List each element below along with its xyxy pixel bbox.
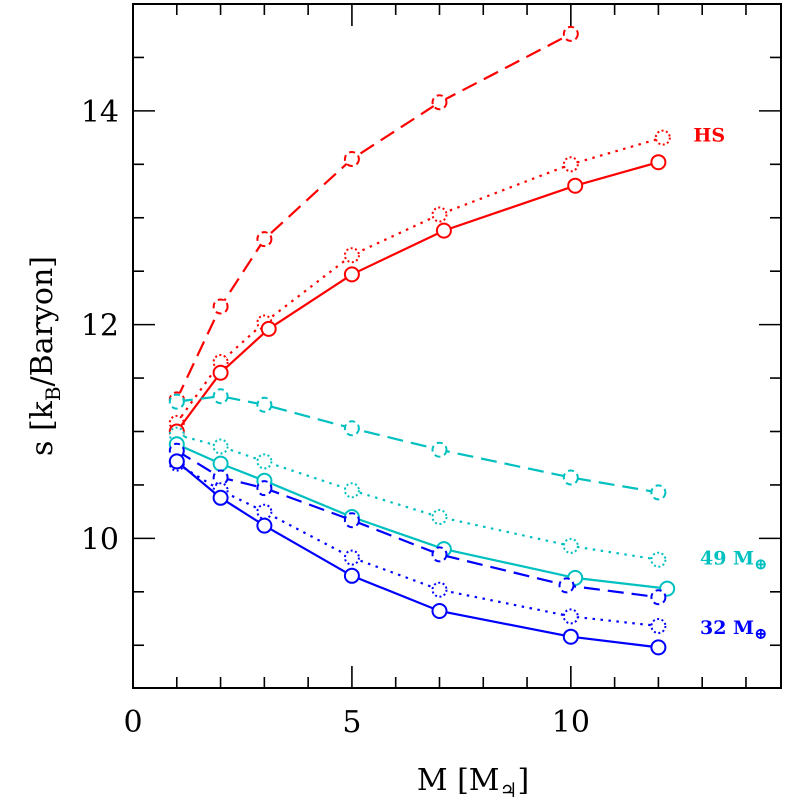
series-cyan-solid — [168, 436, 676, 597]
series-line-red-solid — [175, 161, 659, 433]
data-point — [343, 482, 360, 499]
data-point — [168, 393, 185, 410]
data-point — [431, 94, 448, 111]
annotation-text: HS — [693, 124, 725, 146]
series-blue-dashed — [168, 442, 667, 606]
series-line-red-dotted — [175, 136, 664, 424]
annotation-hs: HS — [693, 124, 725, 146]
series-red-dashed — [168, 25, 579, 408]
data-point — [431, 603, 448, 619]
data-point — [562, 25, 579, 42]
axis-ticks — [132, 3, 781, 688]
data-point — [650, 154, 667, 171]
data-point — [431, 206, 448, 223]
data-point — [256, 480, 273, 497]
annotation-text: 49 M — [700, 548, 754, 570]
data-point — [343, 266, 360, 283]
annotation-subscript: ⊕ — [754, 624, 767, 643]
data-point — [212, 364, 229, 381]
x-axis-label-main: M [M — [417, 763, 500, 798]
x-axis-label-tail: ] — [517, 763, 529, 798]
data-point — [256, 231, 273, 248]
data-point — [431, 509, 448, 525]
data-point — [558, 577, 575, 594]
series-line-red-dashed — [175, 32, 572, 400]
x-axis-label-subscript: ♃ — [500, 778, 518, 802]
y-tick-label: 14 — [81, 95, 119, 130]
y-axis-label: s [kB/Baryon] — [25, 256, 65, 456]
data-point — [650, 484, 667, 501]
series-blue-solid — [168, 453, 667, 656]
data-point — [650, 618, 667, 634]
series-cyan-dotted — [168, 426, 667, 568]
y-axis-label-tail: /Baryon] — [25, 256, 60, 386]
series-line-blue-dashed — [176, 449, 659, 599]
data-point — [343, 420, 360, 437]
series-red-dotted — [168, 129, 671, 431]
data-point — [654, 129, 671, 146]
data-point — [256, 396, 273, 413]
data-point — [256, 517, 273, 534]
plot-frame — [132, 3, 782, 689]
data-point — [212, 489, 229, 506]
data-point — [431, 546, 448, 563]
data-point — [343, 549, 360, 566]
y-tick-label: 12 — [81, 309, 119, 344]
data-point — [168, 453, 185, 470]
data-point — [562, 537, 579, 554]
y-tick-label: 10 — [81, 522, 119, 557]
series-line-cyan-dashed — [176, 395, 659, 494]
series-layer — [168, 25, 676, 656]
series-cyan-dashed — [168, 388, 667, 501]
data-point — [431, 441, 448, 458]
data-point — [212, 455, 229, 472]
data-point — [650, 589, 667, 606]
tick-labels: 0 5 10 10 12 14 — [81, 95, 590, 740]
data-point — [260, 320, 277, 337]
data-point — [343, 151, 360, 167]
data-point — [562, 608, 579, 625]
data-point — [343, 247, 360, 264]
data-point — [659, 580, 676, 597]
data-point — [256, 503, 273, 520]
y-axis-label-main: s [k — [25, 400, 60, 456]
data-point — [562, 628, 579, 645]
annotation-m49: 49 M⊕ — [700, 548, 768, 574]
x-tick-label: 10 — [552, 705, 590, 740]
x-tick-label: 0 — [123, 705, 142, 740]
data-point — [650, 639, 667, 656]
annotation-text: 32 M — [700, 617, 754, 639]
data-point — [562, 156, 579, 173]
data-point — [567, 177, 584, 194]
x-tick-label: 5 — [342, 705, 361, 740]
data-point — [256, 453, 273, 470]
data-point — [343, 567, 360, 584]
y-axis-label-subscript: B — [41, 386, 65, 401]
x-axis-label: M [M♃] — [417, 763, 529, 802]
data-point — [343, 512, 360, 529]
data-point — [212, 298, 229, 315]
data-point — [212, 388, 229, 405]
series-line-blue-solid — [176, 460, 659, 649]
data-point — [650, 551, 667, 568]
data-point — [435, 222, 452, 239]
data-point — [212, 438, 229, 455]
data-point — [562, 469, 579, 486]
series-blue-dotted — [168, 455, 667, 634]
annotation-subscript: ⊕ — [754, 555, 767, 574]
annotation-m32: 32 M⊕ — [700, 617, 768, 643]
data-point — [431, 581, 448, 598]
series-red-solid — [168, 154, 667, 440]
